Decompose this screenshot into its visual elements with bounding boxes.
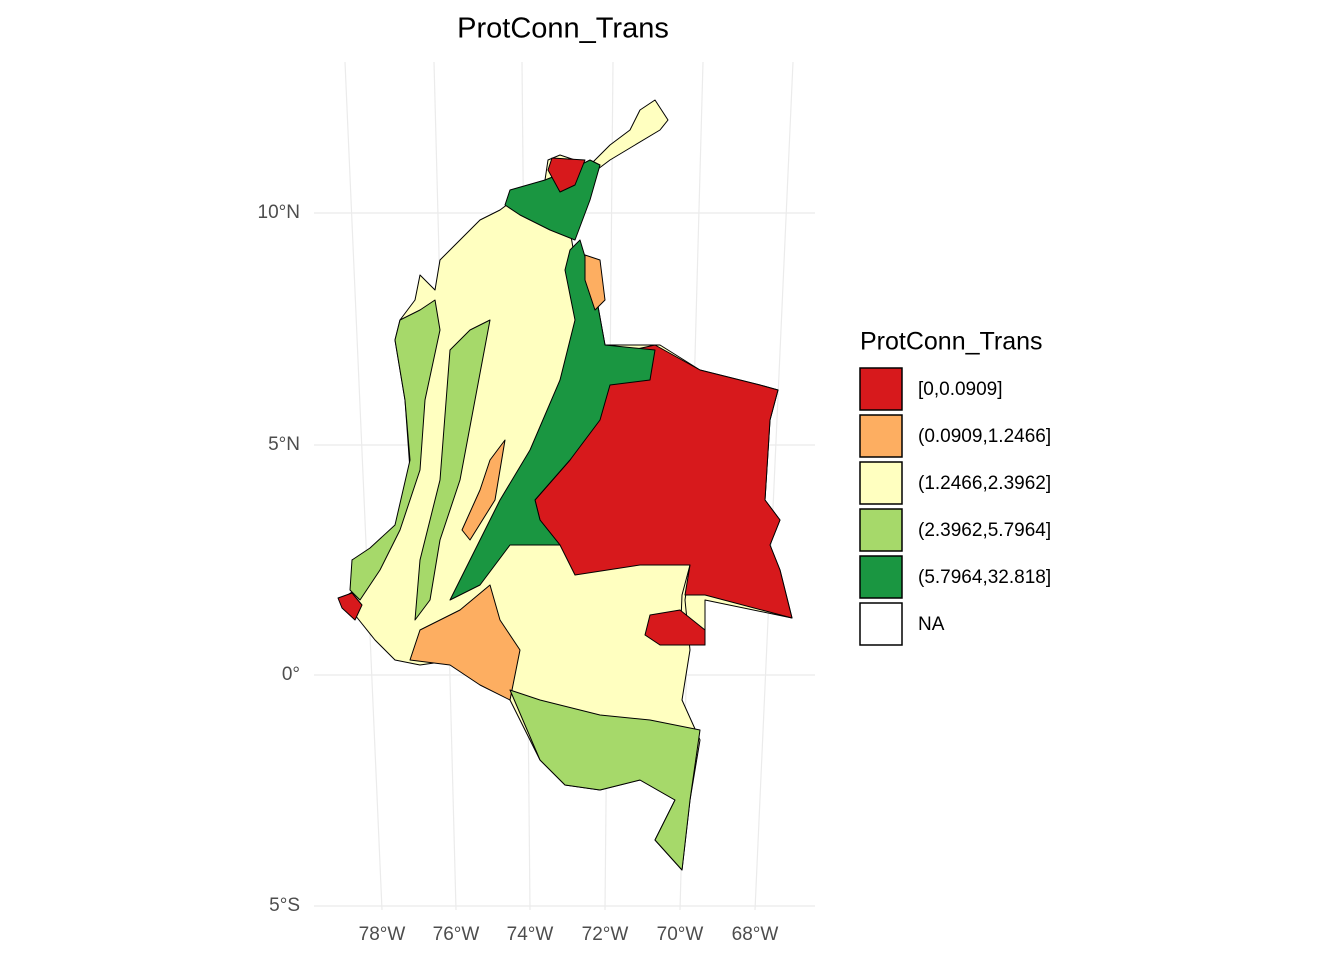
region: [584, 254, 606, 311]
y-tick-label: 0°: [282, 664, 300, 685]
y-tick-label: 10°N: [258, 202, 300, 223]
legend-swatch: [859, 367, 903, 411]
chart-title: ProtConn_Trans: [457, 13, 669, 45]
legend-swatch: [859, 602, 903, 646]
legend-label: (2.3962,5.7964]: [918, 520, 1051, 541]
region: [337, 592, 363, 621]
legend-label: NA: [918, 614, 945, 635]
x-axis-labels: 78°W 76°W 74°W 72°W 70°W 68°W: [359, 924, 779, 945]
region: [414, 319, 491, 621]
region: [509, 689, 701, 871]
region: [644, 609, 706, 646]
x-tick-label: 76°W: [433, 924, 480, 945]
x-tick-label: 74°W: [507, 924, 554, 945]
legend-label: [0,0.0909]: [918, 379, 1003, 400]
legend-label: (5.7964,32.818]: [918, 567, 1051, 588]
y-tick-label: 5°S: [269, 895, 300, 916]
legend: [0,0.0909] (0.0909,1.2466] (1.2466,2.3962]…: [859, 367, 1051, 646]
x-tick-label: 68°W: [732, 924, 779, 945]
y-axis-labels: 10°N 5°N 0° 5°S: [258, 202, 300, 916]
legend-swatch: [859, 508, 903, 552]
legend-swatch: [859, 461, 903, 505]
y-tick-label: 5°N: [268, 434, 300, 455]
legend-title: ProtConn_Trans: [860, 328, 1043, 356]
region: [349, 299, 441, 601]
x-tick-label: 78°W: [359, 924, 406, 945]
region: [409, 584, 521, 701]
legend-swatch: [859, 414, 903, 458]
legend-label: (0.0909,1.2466]: [918, 426, 1051, 447]
x-tick-label: 70°W: [657, 924, 704, 945]
region: [449, 239, 656, 601]
x-tick-label: 72°W: [582, 924, 629, 945]
region: [461, 439, 506, 541]
legend-swatch: [859, 555, 903, 599]
map-regions: [337, 99, 793, 871]
legend-label: (1.2466,2.3962]: [918, 473, 1051, 494]
region: [547, 157, 586, 193]
